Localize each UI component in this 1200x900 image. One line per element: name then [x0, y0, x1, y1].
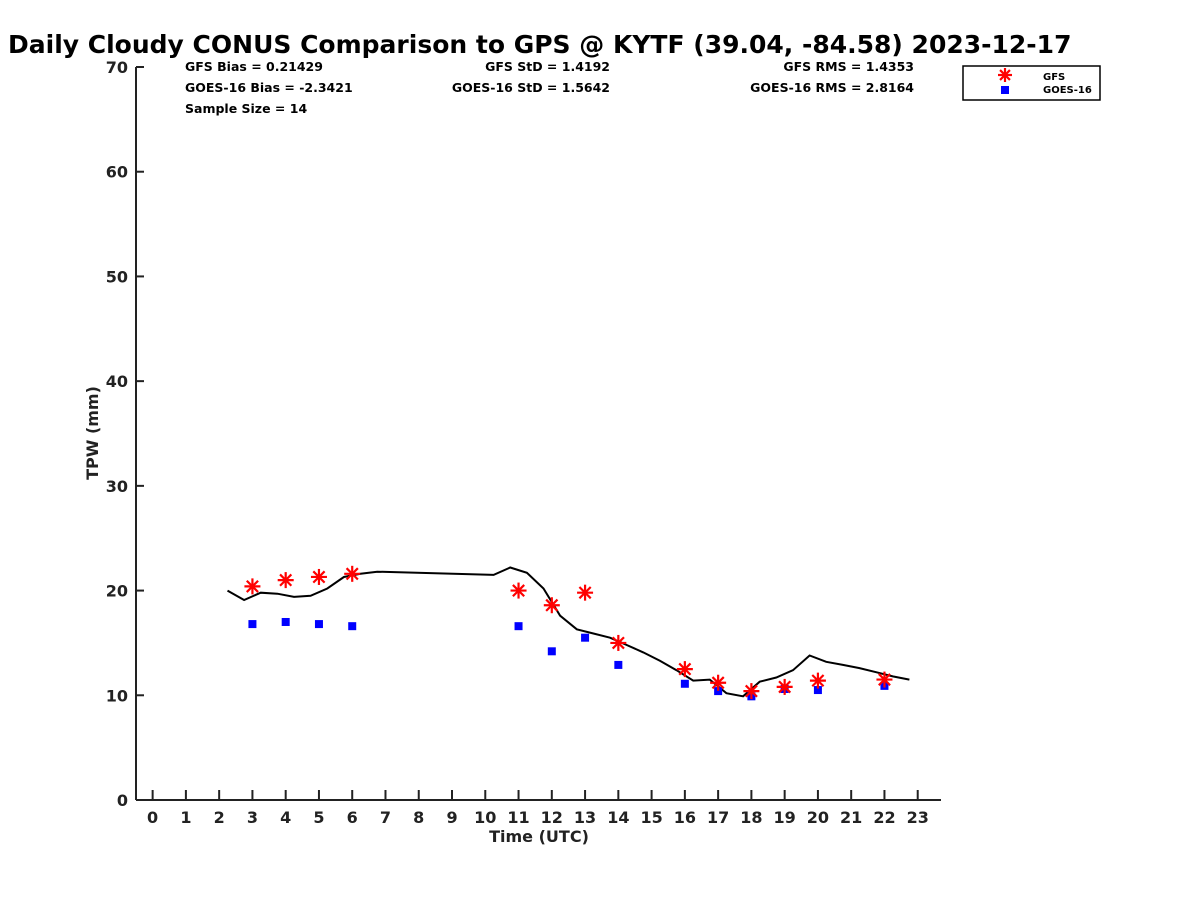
gfs-point: [876, 671, 893, 688]
y-tick-label: 30: [106, 477, 128, 496]
gfs-point: [610, 634, 627, 651]
gfs-point: [344, 565, 361, 582]
x-tick-label: 16: [674, 808, 696, 827]
chart-title: Daily Cloudy CONUS Comparison to GPS @ K…: [8, 30, 1072, 59]
x-tick-label: 0: [147, 808, 158, 827]
gfs-point: [776, 678, 793, 695]
legend-box: [962, 65, 1101, 101]
gfs-point: [743, 683, 760, 700]
x-tick-label: 15: [640, 808, 662, 827]
x-tick-label: 22: [873, 808, 895, 827]
gfs-point: [710, 674, 727, 691]
x-tick-label: 23: [907, 808, 929, 827]
x-tick-label: 10: [474, 808, 496, 827]
x-tick-label: 17: [707, 808, 729, 827]
gfs-point: [543, 597, 560, 614]
x-tick-label: 5: [313, 808, 324, 827]
gfs-markers: [244, 565, 893, 700]
x-tick-label: 4: [280, 808, 291, 827]
y-tick-label: 40: [106, 372, 128, 391]
gps-line: [227, 566, 910, 698]
axes: [135, 66, 941, 801]
y-axis-label: TPW (mm): [83, 386, 102, 480]
goes16-point: [547, 647, 556, 656]
x-tick-label: 21: [840, 808, 862, 827]
x-tick-label: 13: [574, 808, 596, 827]
x-tick-label: 7: [380, 808, 391, 827]
goes16-point: [614, 660, 623, 669]
legend: GFS GOES-16: [962, 65, 1101, 101]
x-tick-label: 11: [507, 808, 529, 827]
legend-goes16-marker: [1001, 86, 1009, 94]
goes16-point: [314, 620, 323, 629]
x-tick-label: 2: [214, 808, 225, 827]
legend-gfs-star: [998, 68, 1012, 82]
goes16-point: [813, 686, 822, 695]
goes16-point: [248, 620, 257, 629]
gfs-bias-stat: GFS Bias = 0.21429: [185, 59, 323, 74]
goes16-rms-stat: GOES-16 RMS = 2.8164: [750, 80, 914, 95]
x-tick-label: 9: [446, 808, 457, 827]
goes16-point: [581, 633, 590, 642]
legend-gfs-label: GFS: [1043, 72, 1065, 83]
y-tick-label: 50: [106, 267, 128, 286]
x-tick-label: 20: [807, 808, 829, 827]
x-tick-label: 3: [247, 808, 258, 827]
x-axis-label: Time (UTC): [489, 827, 589, 846]
gfs-point: [676, 661, 693, 678]
y-tick-label: 10: [106, 686, 128, 705]
x-tick-label: 1: [180, 808, 191, 827]
x-tick-label: 19: [774, 808, 796, 827]
goes16-point: [281, 617, 290, 626]
gfs-point: [809, 672, 826, 689]
gfs-point: [244, 578, 261, 595]
y-tick-label: 0: [117, 791, 128, 810]
x-tick-label: 18: [740, 808, 762, 827]
y-tick-label: 60: [106, 163, 128, 182]
y-tick-label: 70: [106, 58, 128, 77]
goes16-std-stat: GOES-16 StD = 1.5642: [452, 80, 610, 95]
gps-line-layer: [227, 566, 910, 698]
gfs-point: [510, 582, 527, 599]
x-tick-label: 14: [607, 808, 629, 827]
x-tick-label: 8: [413, 808, 424, 827]
gfs-std-stat: GFS StD = 1.4192: [485, 59, 610, 74]
goes16-point: [348, 622, 357, 631]
gfs-point: [577, 584, 594, 601]
goes16-bias-stat: GOES-16 Bias = -2.3421: [185, 80, 353, 95]
legend-gfs-marker: [998, 68, 1012, 82]
y-tick-label: 20: [106, 582, 128, 601]
goes16-point: [680, 679, 689, 688]
x-tick-label: 12: [541, 808, 563, 827]
legend-goes16-label: GOES-16: [1043, 85, 1092, 96]
sample-size-stat: Sample Size = 14: [185, 101, 307, 116]
x-tick-label: 6: [347, 808, 358, 827]
gfs-point: [277, 572, 294, 589]
gfs-rms-stat: GFS RMS = 1.4353: [783, 59, 914, 74]
gfs-point: [310, 568, 327, 585]
goes16-point: [714, 687, 723, 696]
goes16-point: [514, 622, 523, 631]
